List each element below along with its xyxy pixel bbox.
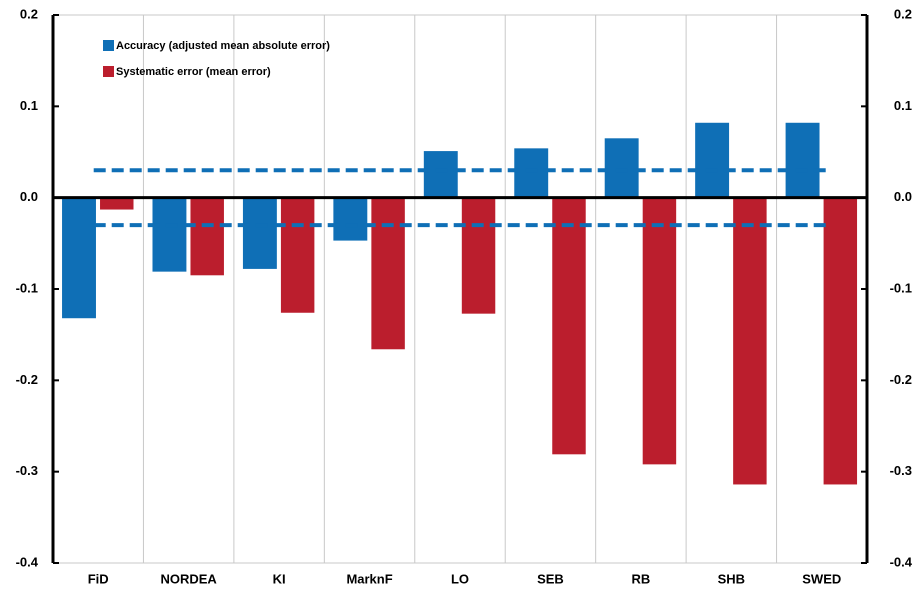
bar [62, 197, 96, 319]
x-tick-label: LO [451, 571, 469, 586]
x-tick-label: MarknF [346, 571, 392, 586]
bar [423, 151, 458, 198]
bar [642, 197, 677, 465]
bar [190, 197, 224, 276]
bar [461, 197, 496, 314]
bar [100, 197, 134, 210]
y2-tick-label: -0.3 [890, 463, 912, 478]
legend-swatch [103, 40, 114, 51]
y-tick-label: 0.2 [20, 6, 38, 21]
x-tick-label: SHB [718, 571, 745, 586]
bar [695, 122, 730, 198]
y2-tick-label: -0.1 [890, 280, 912, 295]
bar [152, 197, 187, 272]
bar [733, 197, 767, 485]
y-tick-label: 0.0 [20, 189, 38, 204]
bar [371, 197, 405, 350]
x-tick-label: RB [631, 571, 650, 586]
bar [552, 197, 586, 455]
x-tick-label: FiD [88, 571, 109, 586]
legend-label: Systematic error (mean error) [116, 66, 271, 78]
x-tick-label: NORDEA [160, 571, 217, 586]
y2-tick-label: -0.4 [890, 554, 913, 569]
bar [514, 148, 549, 198]
x-tick-label: SEB [537, 571, 564, 586]
bar [604, 138, 639, 198]
y-tick-label: -0.3 [16, 463, 38, 478]
y2-tick-label: 0.1 [894, 98, 912, 113]
bar [280, 197, 315, 313]
bar [333, 197, 368, 241]
y-tick-label: -0.2 [16, 372, 38, 387]
legend-swatch [103, 66, 114, 77]
legend: Accuracy (adjusted mean absolute error) S… [103, 40, 330, 78]
y2-tick-label: 0.2 [894, 6, 912, 21]
y2-tick-label: -0.2 [890, 372, 912, 387]
y-tick-label: -0.4 [16, 554, 39, 569]
legend-label: Accuracy (adjusted mean absolute error) [116, 40, 330, 52]
x-tick-label: KI [273, 571, 286, 586]
y-tick-label: 0.1 [20, 98, 38, 113]
x-tick-label: SWED [802, 571, 841, 586]
bar [242, 197, 277, 269]
y2-tick-label: 0.0 [894, 189, 912, 204]
bar [785, 122, 820, 198]
y-tick-label: -0.1 [16, 280, 38, 295]
bar [823, 197, 858, 485]
